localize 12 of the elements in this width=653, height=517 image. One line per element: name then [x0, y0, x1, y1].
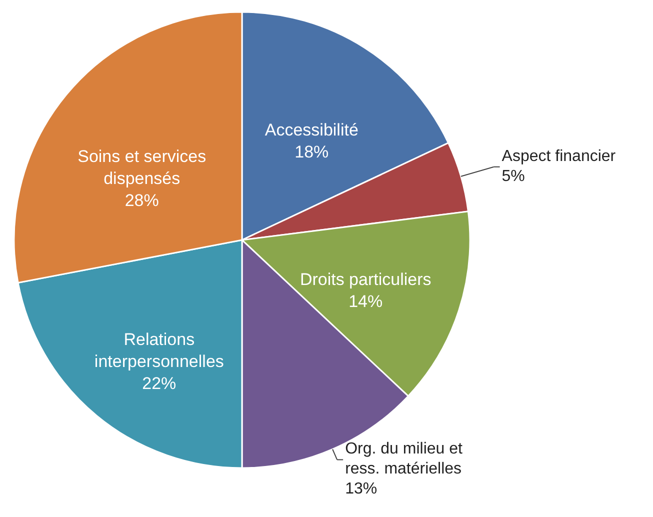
slice-label: Relations interpersonnelles: [94, 330, 224, 372]
data-label: 28%: [124, 191, 159, 210]
slice-label: Org. du milieu et ress. matérielles: [345, 440, 464, 478]
slice-label: Aspect financier: [502, 148, 616, 165]
slice-label: Accessibilité: [264, 120, 358, 140]
data-label: 18%: [294, 142, 329, 162]
data-label: 5%: [502, 168, 525, 185]
data-label: 22%: [142, 374, 176, 394]
slice-label: Droits particuliers: [300, 270, 432, 290]
slice-label: Soins et services dispensés: [78, 147, 206, 188]
data-label: 13%: [345, 480, 378, 498]
data-label: 14%: [348, 292, 383, 312]
